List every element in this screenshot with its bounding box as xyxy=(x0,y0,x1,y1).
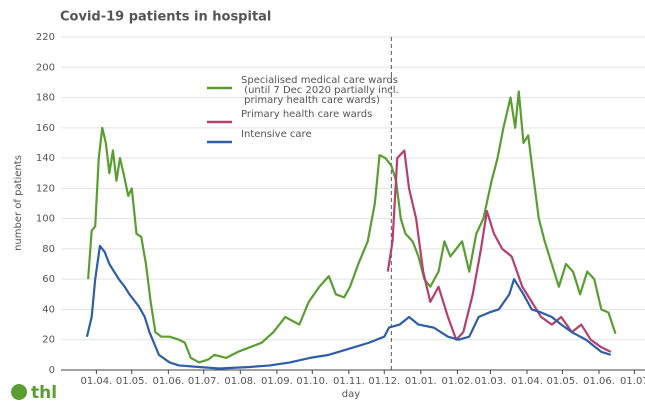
x-tick-label: 01.09. xyxy=(261,376,293,387)
y-tick-label: 180 xyxy=(36,93,55,104)
legend-label: Specialised medical care wards (until 7 … xyxy=(241,75,399,106)
legend-label: Primary health care wards xyxy=(241,109,372,120)
series-line xyxy=(87,90,617,364)
x-tick-label: 01.08. xyxy=(224,376,256,387)
y-tick-label: 200 xyxy=(36,62,55,73)
series-line xyxy=(386,149,612,353)
legend-label: Intensive care xyxy=(241,129,312,140)
x-tick-label: 01.06. xyxy=(152,376,184,387)
y-axis-label: number of patients xyxy=(13,155,24,251)
y-tick-label: 60 xyxy=(42,274,55,285)
logo: thl xyxy=(11,383,57,403)
y-tick-label: 80 xyxy=(42,244,55,255)
x-tick-label: 01.12. xyxy=(368,376,400,387)
x-tick-label: 01.05. xyxy=(116,376,148,387)
y-tick-label: 140 xyxy=(36,153,55,164)
x-tick-label: 01.05. xyxy=(547,376,579,387)
y-tick-label: 220 xyxy=(36,32,55,43)
x-tick-label: 01.10. xyxy=(296,376,328,387)
logo-icon xyxy=(11,384,27,400)
x-tick-label: 01.04. xyxy=(80,376,112,387)
x-tick-label: 01.07 xyxy=(620,376,645,387)
y-tick-label: 100 xyxy=(36,214,55,225)
x-tick-label: 01.11. xyxy=(333,376,365,387)
x-tick-label: 01.01. xyxy=(405,376,437,387)
x-tick-label: 01.03. xyxy=(475,376,507,387)
x-tick-label: 01.02. xyxy=(442,376,474,387)
y-tick-label: 160 xyxy=(36,123,55,134)
x-axis-label: day xyxy=(342,389,360,400)
x-tick-label: 01.07. xyxy=(188,376,220,387)
logo-text: thl xyxy=(31,383,57,403)
x-tick-label: 01.06. xyxy=(583,376,615,387)
chart-title: Covid-19 patients in hospital xyxy=(60,10,271,25)
y-tick-label: 120 xyxy=(36,183,55,194)
y-tick-label: 20 xyxy=(42,335,55,346)
x-tick-label: 01.04. xyxy=(511,376,543,387)
y-tick-label: 0 xyxy=(49,365,55,376)
y-tick-label: 40 xyxy=(42,304,55,315)
series-line xyxy=(85,244,612,370)
